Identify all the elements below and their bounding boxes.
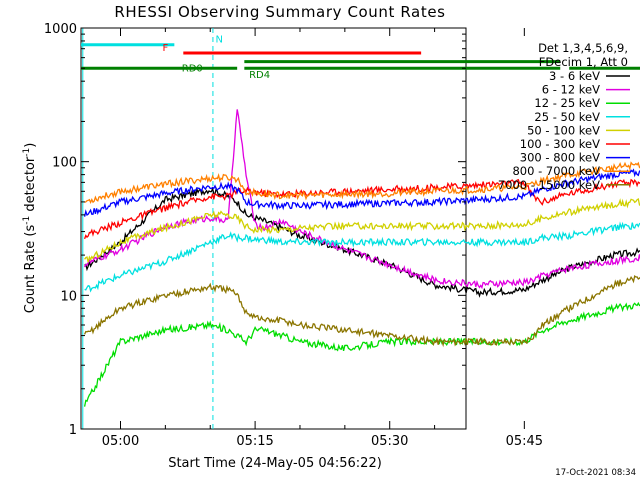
legend-label-8: 7000 - 15000 keV <box>498 178 600 192</box>
legend-header-2: FDecim 1, Att 0 <box>539 55 628 69</box>
series-line-7 <box>84 161 640 205</box>
flag-bars: NFRD0RD4 <box>81 35 640 81</box>
y-axis-label-end: ) <box>23 143 38 148</box>
attenuator-markers <box>82 28 214 429</box>
legend-label-6: 300 - 800 keV <box>520 151 600 165</box>
series-line-0 <box>84 186 640 298</box>
legend-label-0: 3 - 6 keV <box>549 69 600 83</box>
y-axis: 1 10 100 1000 <box>44 22 466 438</box>
x-tick-label-1: 05:15 <box>236 434 273 449</box>
legend-label-4: 50 - 100 keV <box>527 123 600 137</box>
legend-label-3: 25 - 50 keV <box>534 110 600 124</box>
series-line-8 <box>84 274 640 348</box>
y-tick-label-1: 10 <box>60 289 77 304</box>
legend: Det 1,3,4,5,6,9, FDecim 1, Att 0 3 - 6 k… <box>498 41 630 192</box>
legend-label-1: 6 - 12 keV <box>542 83 600 97</box>
legend-label-7: 800 - 7000 keV <box>512 164 600 178</box>
chart-title: RHESSI Observing Summary Count Rates <box>114 3 445 21</box>
plot-frame <box>80 27 467 430</box>
x-tick-label-0: 05:00 <box>102 434 139 449</box>
y-axis-label-sup2: -1 <box>22 148 32 157</box>
series-group <box>83 109 640 407</box>
legend-header-1: Det 1,3,4,5,6,9, <box>538 41 628 55</box>
generation-timestamp: 17-Oct-2021 08:34 <box>555 468 636 478</box>
flag-label-n: N <box>215 35 222 46</box>
y-axis-label-mid: detector <box>23 156 38 216</box>
y-axis-label-main: Count Rate (s <box>23 225 38 314</box>
legend-label-2: 12 - 25 keV <box>534 96 600 110</box>
y-tick-label-3: 1000 <box>44 22 77 37</box>
series-line-6 <box>83 168 640 217</box>
y-tick-label-0: 1 <box>69 423 77 438</box>
series-line-1 <box>84 109 640 290</box>
series-line-4 <box>84 197 640 263</box>
x-tick-label-2: 05:30 <box>371 434 408 449</box>
x-axis-label: Start Time (24-May-05 04:56:22) <box>168 456 382 471</box>
series-line-5 <box>83 178 640 240</box>
flag-label-rd4: RD4 <box>249 70 270 81</box>
x-tick-label-3: 05:45 <box>506 434 543 449</box>
series-line-3 <box>84 221 640 293</box>
y-tick-label-2: 100 <box>52 156 77 171</box>
y-axis-label-sup1: -1 <box>22 216 32 225</box>
flag-label-f: F <box>162 43 168 54</box>
legend-label-5: 100 - 300 keV <box>520 137 600 151</box>
y-axis-label: Count Rate (s-1 detector-1) <box>22 143 38 314</box>
